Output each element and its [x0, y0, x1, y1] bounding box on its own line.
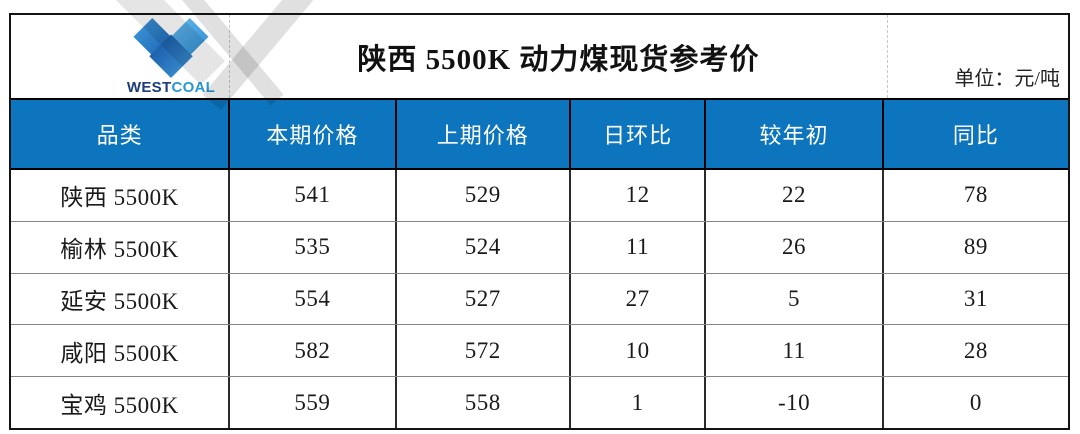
category-cell: 陕西 5500K [11, 170, 231, 221]
logo-text-west: WEST [126, 79, 172, 96]
yoy-change-cell: 78 [963, 182, 988, 208]
table-body: 陕西 5500K 541 529 12 22 78 榆林 5500K 535 5… [11, 170, 1068, 428]
column-header-previous-price: 上期价格 [397, 100, 571, 168]
table-row-xianyang: 咸阳 5500K 582 572 10 11 28 [11, 325, 1068, 378]
table-row-yanan: 延安 5500K 554 527 27 5 31 [11, 273, 1068, 326]
yoy-change-cell: 28 [963, 337, 988, 363]
category-cell: 延安 5500K [11, 273, 231, 325]
previous-price-cell: 524 [397, 221, 571, 273]
dod-change-cell: 11 [571, 221, 707, 273]
previous-price-cell: 529 [397, 170, 571, 221]
table-row-shaanxi: 陕西 5500K 541 529 12 22 78 [11, 170, 1068, 222]
table-row-baoji: 宝鸡 5500K 559 558 1 -10 0 [11, 377, 1068, 428]
table-row-yulin: 榆林 5500K 535 524 11 26 89 [11, 221, 1068, 274]
dod-change-cell: 12 [571, 170, 707, 221]
category-cell: 宝鸡 5500K [11, 377, 231, 428]
previous-price-cell: 558 [397, 377, 571, 428]
current-price-cell: 559 [230, 377, 397, 428]
category-cell: 咸阳 5500K [11, 325, 231, 377]
current-price-cell: 554 [230, 273, 397, 325]
column-header-current-price: 本期价格 [230, 100, 397, 168]
category-cell: 榆林 5500K [11, 221, 231, 273]
table-title: 陕西 5500K 动力煤现货参考价 [357, 43, 760, 76]
ytd-change-cell: -10 [706, 377, 884, 428]
coal-price-table: WESTCOAL 陕西 5500K 动力煤现货参考价 单位：元/吨 品类 本期价… [9, 13, 1070, 430]
logo-text-coal: COAL [171, 79, 216, 96]
dod-change-cell: 10 [571, 325, 707, 377]
unit-label: 单位：元/吨 [954, 68, 1060, 90]
table-header-row: 品类 本期价格 上期价格 日环比 较年初 同比 [11, 98, 1068, 170]
yoy-change-cell: 89 [963, 234, 988, 260]
column-header-yoy-change: 同比 [952, 123, 999, 148]
yoy-change-cell: 31 [963, 285, 988, 311]
current-price-cell: 535 [230, 221, 397, 273]
previous-price-cell: 527 [397, 273, 571, 325]
yoy-change-cell: 0 [969, 389, 982, 415]
previous-price-cell: 572 [397, 325, 571, 377]
column-header-dod-change: 日环比 [571, 100, 707, 168]
dod-change-cell: 1 [571, 377, 707, 428]
title-cell: 陕西 5500K 动力煤现货参考价 [230, 15, 888, 98]
column-header-category: 品类 [11, 100, 231, 168]
table-title-band: WESTCOAL 陕西 5500K 动力煤现货参考价 单位：元/吨 [11, 15, 1068, 98]
logo-cell: WESTCOAL [11, 15, 231, 98]
ytd-change-cell: 26 [706, 221, 884, 273]
dod-change-cell: 27 [571, 273, 707, 325]
column-header-ytd-change: 较年初 [706, 100, 884, 168]
current-price-cell: 582 [230, 325, 397, 377]
unit-cell: 单位：元/吨 [888, 15, 1068, 98]
ytd-change-cell: 11 [706, 325, 884, 377]
logo-wordmark: WESTCOAL [127, 80, 215, 95]
current-price-cell: 541 [230, 170, 397, 221]
ytd-change-cell: 5 [706, 273, 884, 325]
ytd-change-cell: 22 [706, 170, 884, 221]
westcoal-logo: WESTCOAL [127, 18, 215, 95]
westcoal-logo-icon [133, 18, 209, 78]
